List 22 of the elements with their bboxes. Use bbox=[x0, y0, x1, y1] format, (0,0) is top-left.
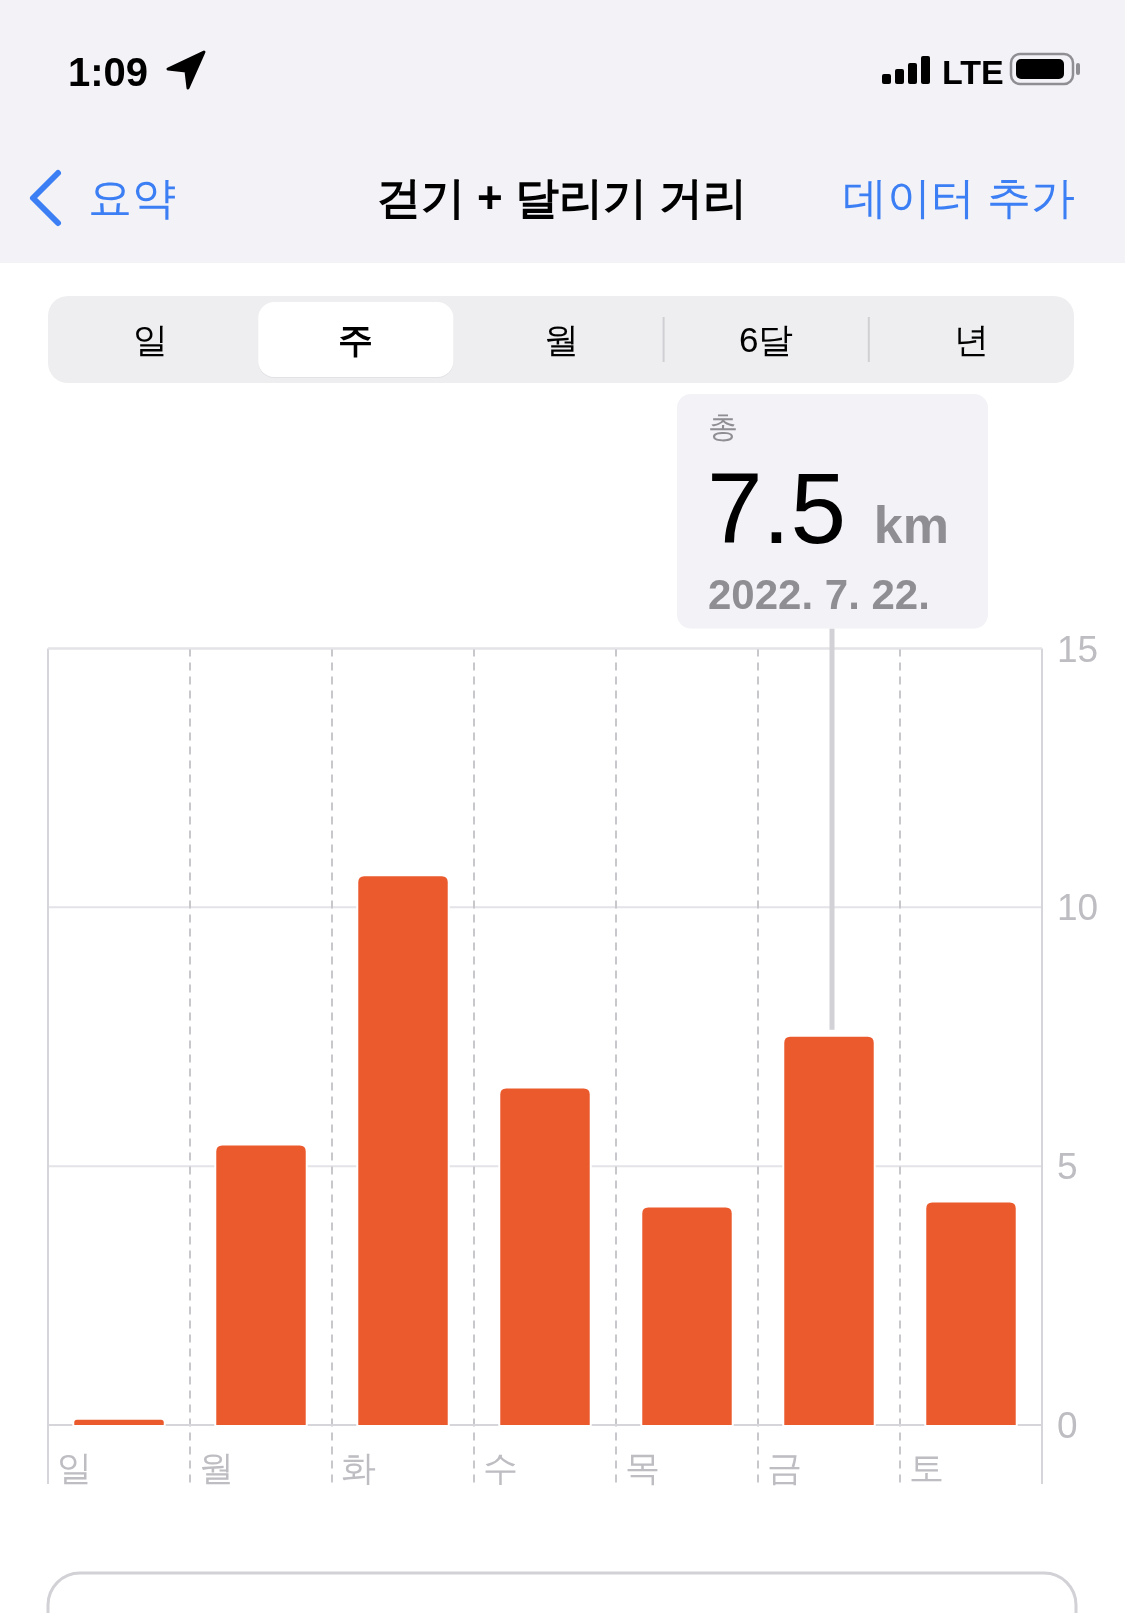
y-tick-label: 0 bbox=[1057, 1405, 1078, 1446]
tooltip: 총 7.5 km 2022. 7. 22. bbox=[677, 394, 988, 629]
text: 데이터 추가 bbox=[842, 173, 1075, 222]
text: 주 bbox=[338, 320, 374, 359]
text: 6달 bbox=[738, 320, 794, 359]
text: 월 bbox=[543, 320, 579, 359]
x-tick-label: 토 bbox=[909, 1448, 944, 1487]
chart-title: 걷기 + 달리기 거리 bbox=[376, 173, 748, 222]
text: 년 bbox=[953, 320, 989, 359]
x-tick-label: 수 bbox=[483, 1448, 518, 1487]
text: 1:09 bbox=[68, 50, 149, 94]
text: 일 bbox=[133, 320, 169, 359]
y-tick-label: 15 bbox=[1057, 628, 1099, 670]
x-tick-label: 화 bbox=[341, 1448, 376, 1487]
x-tick-label: 일 bbox=[57, 1448, 92, 1487]
text: 요약 bbox=[88, 173, 176, 222]
y-tick-label: 10 bbox=[1057, 887, 1099, 929]
x-tick-label: 월 bbox=[199, 1448, 234, 1487]
y-tick-label: 5 bbox=[1057, 1146, 1078, 1188]
text: LTE bbox=[942, 53, 1004, 91]
x-tick-label: 금 bbox=[767, 1448, 802, 1487]
x-tick-label: 목 bbox=[625, 1448, 660, 1487]
